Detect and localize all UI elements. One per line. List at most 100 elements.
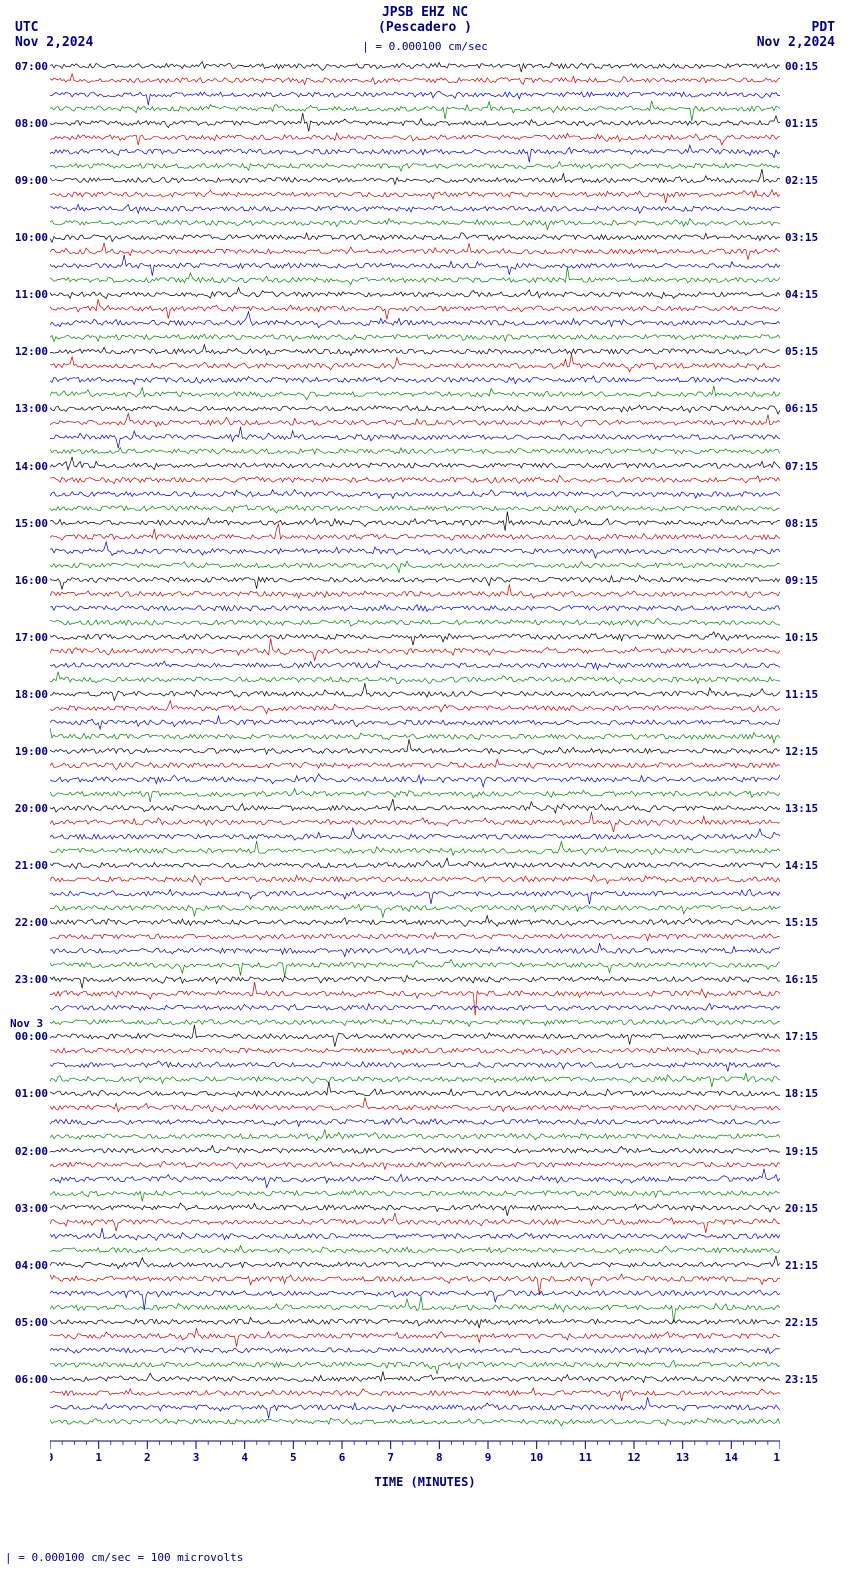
trace-line: [50, 312, 780, 328]
utc-time-label: 13:00: [3, 402, 48, 415]
trace-line: [50, 916, 780, 927]
trace-line: [50, 334, 780, 341]
x-tick-label: 1: [95, 1451, 102, 1464]
station-title: JPSB EHZ NC: [382, 5, 468, 20]
trace-line: [50, 74, 780, 85]
trace-line: [50, 386, 780, 400]
utc-time-label: 02:00: [3, 1145, 48, 1158]
pdt-time-label: 16:15: [785, 973, 818, 986]
tz-right: PDT: [812, 20, 835, 35]
pdt-time-label: 02:15: [785, 174, 818, 187]
trace-line: [50, 542, 780, 558]
utc-time-label: 17:00: [3, 631, 48, 644]
x-tick-label: 6: [339, 1451, 346, 1464]
pdt-time-label: 01:15: [785, 117, 818, 130]
pdt-time-label: 19:15: [785, 1145, 818, 1158]
trace-line: [50, 982, 780, 1015]
utc-time-label: 14:00: [3, 460, 48, 473]
x-tick-label: 10: [530, 1451, 543, 1464]
trace-line: [50, 1213, 780, 1233]
day-break-label: Nov 3: [10, 1017, 43, 1030]
pdt-time-label: 03:15: [785, 231, 818, 244]
scale-note: | = 0.000100 cm/sec: [362, 40, 488, 53]
trace-line: [50, 1118, 780, 1127]
trace-line: [50, 145, 780, 162]
trace-line: [50, 701, 780, 714]
trace-line: [50, 933, 780, 941]
trace-line: [50, 1169, 780, 1188]
trace-line: [50, 1025, 780, 1047]
trace-line: [50, 841, 780, 855]
trace-line: [50, 638, 780, 660]
x-tick-label: 11: [579, 1451, 593, 1464]
trace-line: [50, 1348, 780, 1354]
trace-line: [50, 413, 780, 426]
trace-line: [50, 190, 780, 203]
trace-line: [50, 490, 780, 499]
trace-line: [50, 427, 780, 448]
x-tick-label: 12: [627, 1451, 640, 1464]
trace-line: [50, 1048, 780, 1055]
trace-line: [50, 1418, 780, 1426]
trace-line: [50, 505, 780, 513]
utc-time-label: 06:00: [3, 1373, 48, 1386]
pdt-time-label: 20:15: [785, 1202, 818, 1215]
trace-line: [50, 605, 780, 612]
tz-left: UTC: [15, 20, 38, 35]
trace-line: [50, 1388, 780, 1401]
trace-line: [50, 975, 780, 988]
pdt-time-label: 05:15: [785, 345, 818, 358]
x-tick-label: 8: [436, 1451, 443, 1464]
trace-line: [50, 1256, 780, 1269]
utc-time-label: 04:00: [3, 1259, 48, 1272]
trace-line: [50, 1190, 780, 1201]
trace-line: [50, 739, 780, 754]
seismogram-plot: [50, 60, 780, 1430]
trace-line: [50, 376, 780, 385]
pdt-time-label: 10:15: [785, 631, 818, 644]
trace-line: [50, 1146, 780, 1154]
trace-line: [50, 1082, 780, 1097]
trace-line: [50, 1274, 780, 1294]
trace-line: [50, 1318, 780, 1329]
utc-time-label: 18:00: [3, 688, 48, 701]
utc-time-label: 10:00: [3, 231, 48, 244]
trace-line: [50, 1246, 780, 1254]
trace-line: [50, 475, 780, 483]
trace-line: [50, 1328, 780, 1346]
utc-time-label: 05:00: [3, 1316, 48, 1329]
x-tick-label: 14: [725, 1451, 739, 1464]
date-left: Nov 2,2024: [15, 35, 93, 50]
trace-line: [50, 1372, 780, 1383]
pdt-time-label: 21:15: [785, 1259, 818, 1272]
trace-line: [50, 1290, 780, 1310]
pdt-time-label: 23:15: [785, 1373, 818, 1386]
trace-line: [50, 1397, 780, 1418]
pdt-time-label: 09:15: [785, 574, 818, 587]
trace-line: [50, 133, 780, 145]
x-tick-label: 0: [50, 1451, 53, 1464]
utc-time-label: 12:00: [3, 345, 48, 358]
trace-line: [50, 1003, 780, 1010]
utc-time-label: 07:00: [3, 60, 48, 73]
utc-time-label: 09:00: [3, 174, 48, 187]
location-title: (Pescadero ): [378, 20, 472, 35]
trace-line: [50, 299, 780, 319]
trace-line: [50, 774, 780, 787]
trace-line: [50, 904, 780, 917]
pdt-time-label: 17:15: [785, 1030, 818, 1043]
trace-line: [50, 858, 780, 869]
trace-line: [50, 354, 780, 372]
trace-line: [50, 728, 780, 743]
trace-line: [50, 716, 780, 729]
trace-line: [50, 448, 780, 454]
pdt-time-label: 06:15: [785, 402, 818, 415]
trace-line: [50, 267, 780, 285]
x-tick-label: 9: [485, 1451, 492, 1464]
utc-time-label: 00:00: [3, 1030, 48, 1043]
trace-line: [50, 1018, 780, 1027]
pdt-time-label: 14:15: [785, 859, 818, 872]
pdt-time-label: 07:15: [785, 460, 818, 473]
utc-time-label: 21:00: [3, 859, 48, 872]
trace-line: [50, 1228, 780, 1240]
